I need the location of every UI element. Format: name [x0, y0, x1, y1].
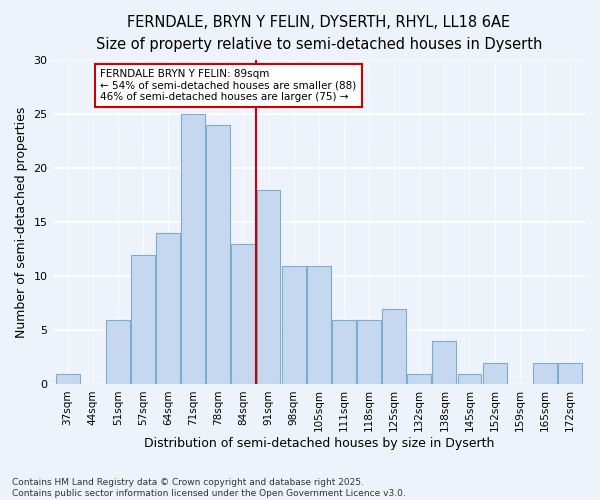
Bar [407, 374, 431, 384]
Title: FERNDALE, BRYN Y FELIN, DYSERTH, RHYL, LL18 6AE
Size of property relative to sem: FERNDALE, BRYN Y FELIN, DYSERTH, RHYL, L… [95, 15, 542, 52]
Bar [257, 190, 280, 384]
Bar [533, 363, 557, 384]
Bar [181, 114, 205, 384]
Bar [433, 341, 456, 384]
Bar [206, 125, 230, 384]
X-axis label: Distribution of semi-detached houses by size in Dyserth: Distribution of semi-detached houses by … [143, 437, 494, 450]
Bar [332, 320, 356, 384]
Bar [282, 266, 305, 384]
Bar [232, 244, 256, 384]
Text: Contains HM Land Registry data © Crown copyright and database right 2025.
Contai: Contains HM Land Registry data © Crown c… [12, 478, 406, 498]
Bar [482, 363, 506, 384]
Bar [382, 309, 406, 384]
Bar [307, 266, 331, 384]
Bar [156, 233, 180, 384]
Bar [131, 255, 155, 384]
Bar [558, 363, 582, 384]
Bar [56, 374, 80, 384]
Bar [357, 320, 381, 384]
Bar [106, 320, 130, 384]
Bar [458, 374, 481, 384]
Text: FERNDALE BRYN Y FELIN: 89sqm
← 54% of semi-detached houses are smaller (88)
46% : FERNDALE BRYN Y FELIN: 89sqm ← 54% of se… [100, 69, 356, 102]
Y-axis label: Number of semi-detached properties: Number of semi-detached properties [15, 106, 28, 338]
